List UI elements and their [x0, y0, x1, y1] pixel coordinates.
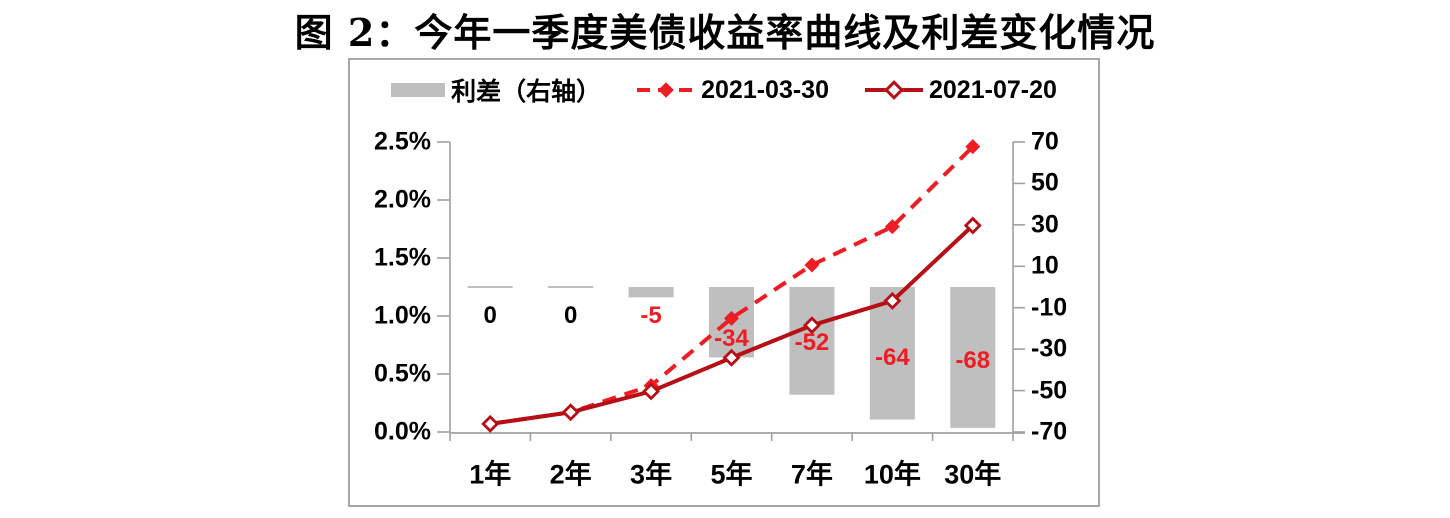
- open-diamond-marker: [963, 216, 982, 235]
- right-axis-tick-label: 30: [1031, 210, 1059, 239]
- left-axis-tick-label: 0.5%: [374, 359, 431, 388]
- legend-label-spread: 利差（右轴）: [451, 78, 602, 106]
- left-axis-tick-label: 1.5%: [374, 243, 431, 272]
- left-axis-tick-label: 1.0%: [374, 301, 431, 330]
- right-axis-tick-label: -50: [1031, 376, 1068, 405]
- chart-legend: 利差（右轴） 2021-03-30 2021-07-20: [348, 72, 1100, 108]
- right-axis-tick-label: 10: [1031, 251, 1059, 280]
- dashed-line-swatch-icon: [637, 82, 696, 98]
- filled-diamond-marker: [884, 219, 900, 235]
- spread-value-label: -64: [875, 344, 910, 371]
- spread-value-label: -5: [640, 302, 662, 329]
- spread-value-label: 0: [563, 302, 578, 329]
- right-axis-tick-label: 50: [1031, 168, 1059, 197]
- spread-value-label: 0: [483, 302, 497, 329]
- legend-label-2021-03-30: 2021-03-30: [701, 75, 829, 104]
- right-axis-tick-label: -30: [1031, 334, 1068, 363]
- x-axis-category-label: 1年: [469, 459, 512, 490]
- spread-bar: [628, 287, 674, 298]
- right-axis-tick-label: -10: [1031, 293, 1068, 322]
- legend-item-2021-07-20: 2021-07-20: [865, 76, 1057, 105]
- open-diamond-marker: [481, 414, 500, 433]
- open-diamond-marker: [642, 382, 661, 401]
- spread-bar: [950, 287, 996, 428]
- spread-value-label: -34: [714, 325, 749, 352]
- right-axis-tick-label: -70: [1031, 417, 1068, 446]
- chart-title: 图 2：今年一季度美债收益率曲线及利差变化情况: [294, 10, 1156, 55]
- spread-bar: [789, 287, 835, 395]
- x-axis-category-label: 2年: [549, 459, 592, 490]
- open-diamond-marker: [561, 403, 580, 422]
- x-axis-category-label: 7年: [790, 459, 833, 490]
- left-axis-tick-label: 2.5%: [374, 127, 431, 156]
- open-diamond-marker: [802, 316, 821, 335]
- filled-diamond-marker: [804, 257, 820, 273]
- filled-diamond-marker: [724, 310, 739, 326]
- spread-bar: [548, 286, 594, 288]
- legend-item-2021-03-30: 2021-03-30: [637, 76, 829, 105]
- left-axis-tick-label: 2.0%: [374, 185, 431, 214]
- x-axis-category-label: 10年: [863, 459, 921, 490]
- x-axis-category-label: 3年: [630, 459, 673, 490]
- right-axis-tick-label: 70: [1031, 127, 1059, 156]
- filled-diamond-marker: [965, 139, 981, 155]
- spread-value-label: -52: [794, 329, 830, 356]
- left-axis-tick-label: 0.0%: [374, 417, 431, 446]
- x-axis-category-label: 5年: [710, 459, 753, 490]
- legend-item-spread: 利差（右轴）: [391, 72, 601, 108]
- x-axis-category-label: 30年: [944, 459, 1002, 490]
- legend-label-2021-07-20: 2021-07-20: [929, 75, 1057, 104]
- solid-line-swatch-icon: [865, 80, 923, 100]
- spread-bar: [467, 286, 513, 288]
- gray-bar-swatch-icon: [391, 83, 446, 97]
- spread-value-label: -68: [955, 347, 991, 374]
- open-diamond-marker: [722, 348, 741, 367]
- open-diamond-marker: [883, 291, 902, 310]
